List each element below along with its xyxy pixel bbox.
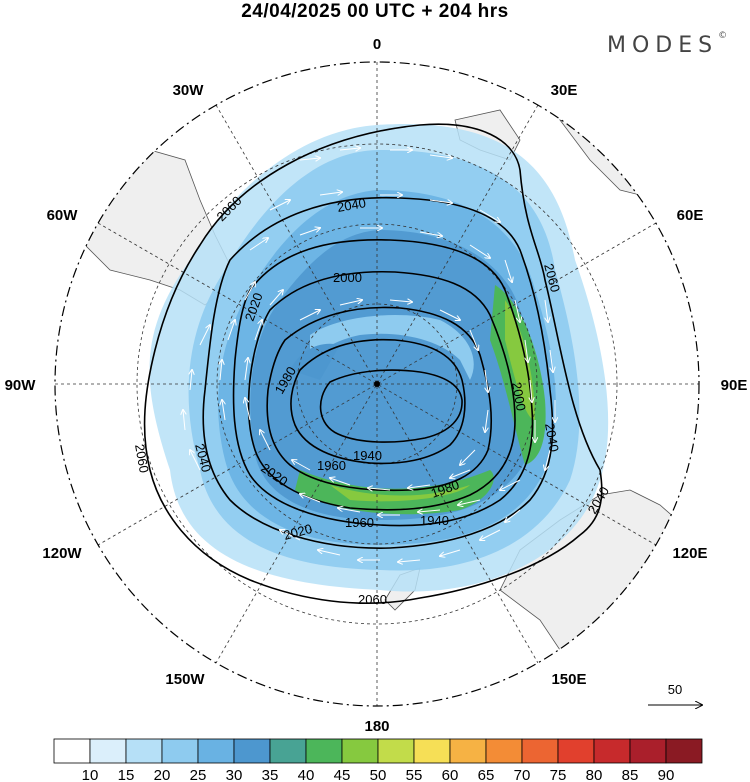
lon-label: 60E	[677, 207, 704, 224]
contour-label: 1960	[317, 458, 346, 473]
colorbar-label: 25	[190, 767, 207, 782]
contour-label: 2060	[541, 262, 563, 294]
colorbar-label: 40	[298, 767, 315, 782]
colorbar-label: 50	[370, 767, 387, 782]
contour-label: 2000	[333, 270, 362, 285]
wind-vectors	[183, 148, 555, 562]
lon-label: 90E	[721, 377, 748, 394]
lon-label: 150E	[551, 671, 586, 688]
colorbar-label: 70	[514, 767, 531, 782]
lon-label: 0	[373, 36, 381, 53]
colorbar-label: 90	[658, 767, 675, 782]
colorbar: 10 15 20 25 30 35 40 45 50 55 60 65 70 75 80 85 90	[53, 738, 703, 782]
colorbar-swatch	[377, 738, 415, 764]
brand-logo: MODES©	[607, 31, 728, 58]
colorbar-label: 30	[226, 767, 243, 782]
colorbar-swatch	[665, 738, 703, 764]
contour-2020	[232, 238, 534, 527]
colorbar-swatch	[413, 738, 451, 764]
contour-labels: 2060 2040 2020 2000 1980 1960 1940 2060 …	[132, 193, 612, 607]
lon-label: 180	[364, 718, 389, 735]
contour-2060	[143, 123, 603, 604]
colorbar-swatch	[485, 738, 523, 764]
lon-label: 90W	[5, 377, 37, 394]
colorbar-swatch	[629, 738, 667, 764]
lon-label: 120W	[42, 545, 82, 562]
contour-label: 2040	[336, 195, 367, 215]
contour-label: 1940	[353, 448, 382, 463]
reference-vector-label: 50	[668, 682, 682, 697]
reference-vector: 50	[648, 682, 702, 705]
colorbar-swatch	[197, 738, 235, 764]
colorbar-label: 75	[550, 767, 567, 782]
lon-label: 60W	[47, 207, 79, 224]
colorbar-label: 60	[442, 767, 459, 782]
contour-label: 2060	[358, 592, 387, 607]
lon-label: 30E	[551, 82, 578, 99]
colorbar-label: 45	[334, 767, 351, 782]
colorbar-swatch	[521, 738, 559, 764]
colorbar-label: 35	[262, 767, 279, 782]
colorbar-swatch	[449, 738, 487, 764]
map-title: 24/04/2025 00 UTC + 204 hrs	[241, 1, 509, 22]
colorbar-label: 10	[82, 767, 99, 782]
colorbar-label: 15	[118, 767, 135, 782]
lon-label: 150W	[165, 671, 205, 688]
colorbar-swatch	[233, 738, 271, 764]
colorbar-swatch	[557, 738, 595, 764]
contour-label: 1960	[345, 515, 374, 530]
colorbar-label: 20	[154, 767, 171, 782]
contour-label: 2020	[282, 521, 314, 543]
longitude-labels: 0 30E 60E 90E 120E 150E 180 150W 120W 90…	[5, 36, 748, 735]
colorbar-label: 80	[586, 767, 603, 782]
contour-label: 2000	[509, 381, 529, 412]
colorbar-swatch	[53, 738, 91, 764]
lon-label: 30W	[173, 82, 205, 99]
south-pole-marker	[374, 381, 380, 387]
contour-label: 2060	[132, 443, 152, 474]
graticule	[55, 62, 699, 706]
colorbar-swatch	[89, 738, 127, 764]
colorbar-swatch	[269, 738, 307, 764]
contour-1980	[266, 306, 493, 492]
contour-label: 1940	[420, 513, 449, 528]
contour-1960	[290, 338, 466, 465]
colorbar-swatch	[161, 738, 199, 764]
colorbar-swatch	[593, 738, 631, 764]
contour-label: 2040	[542, 422, 562, 453]
wind-speed-shading	[149, 123, 609, 592]
colorbar-swatch	[125, 738, 163, 764]
contour-1940	[319, 369, 463, 443]
lon-label: 120E	[672, 545, 707, 562]
contour-label: 2040	[192, 442, 214, 474]
map-boundary	[54, 61, 700, 707]
contour-2000	[247, 270, 516, 511]
colorbar-label: 55	[406, 767, 423, 782]
colorbar-swatch	[305, 738, 343, 764]
colorbar-label: 85	[622, 767, 639, 782]
colorbar-label: 65	[478, 767, 495, 782]
colorbar-swatch	[341, 738, 379, 764]
